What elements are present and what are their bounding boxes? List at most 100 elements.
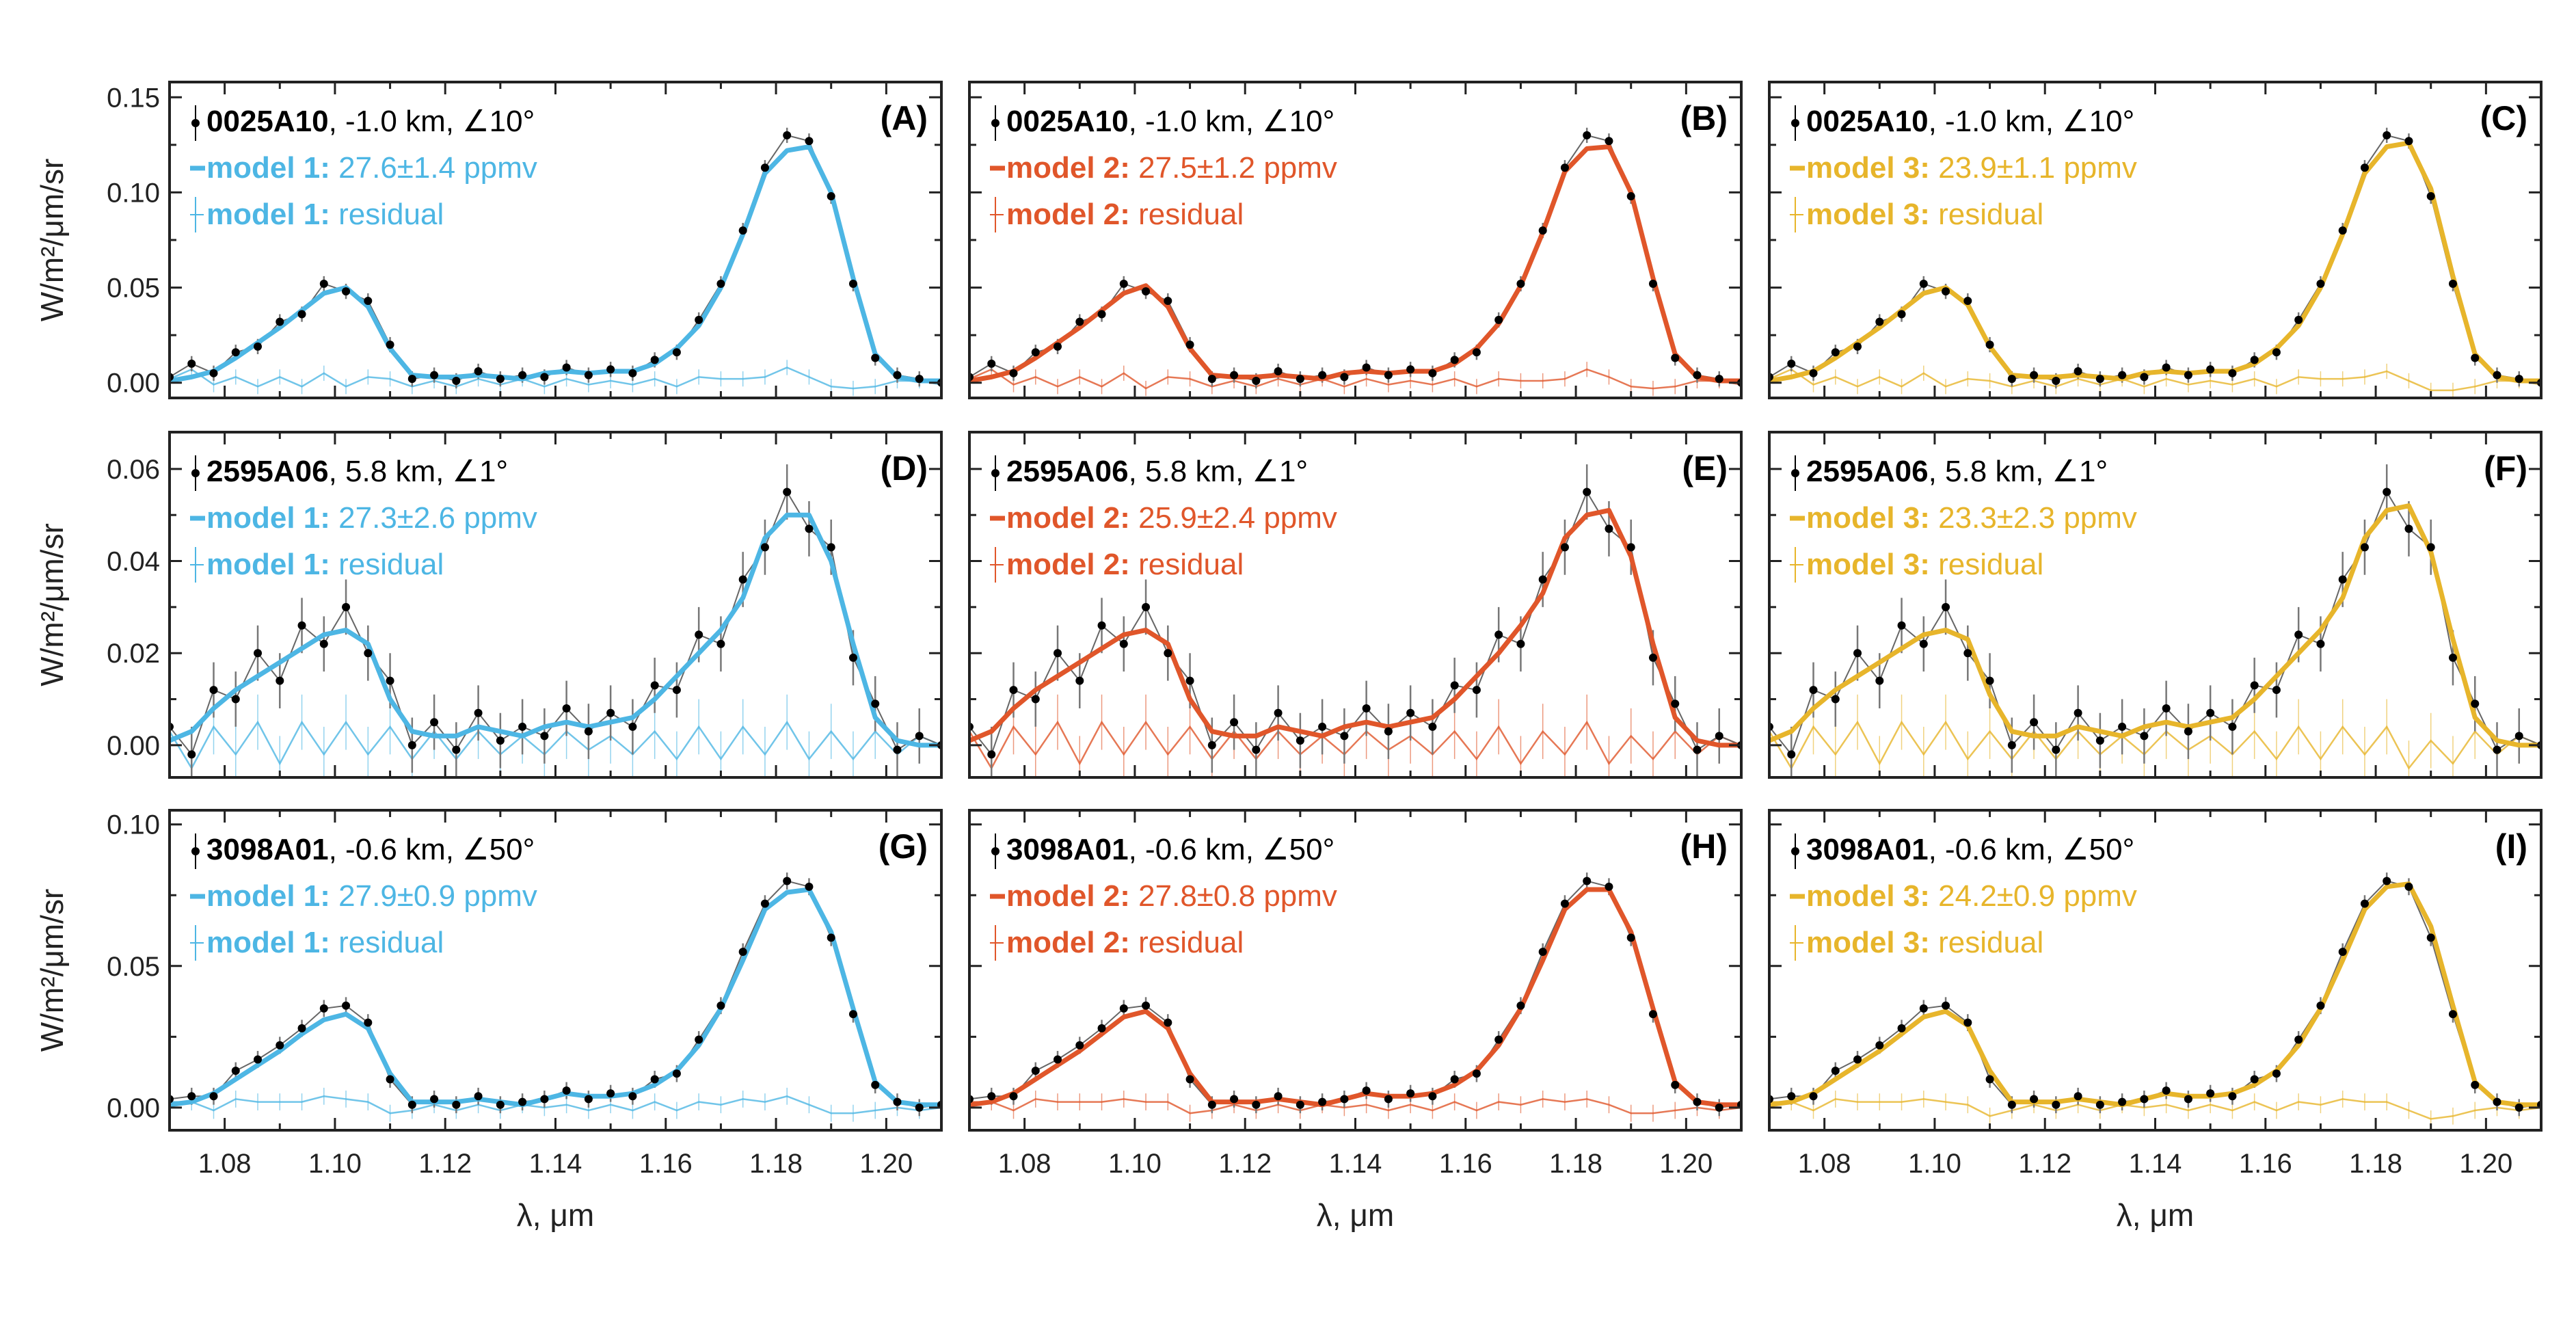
observed-point [2448,1010,2457,1019]
model-name: model 1: [206,926,330,959]
observed-point [1693,371,1702,379]
panel-g: 1.08 1.10 1.12 1.14 1.16 1.18 1.20 λ, μm 0.00 0.0… [34,809,943,1233]
observed-point [2206,1089,2215,1098]
observed-point [540,373,549,382]
observed-point [2118,371,2127,379]
model-value: 27.3±2.6 ppmv [330,501,537,535]
model-name: model 3: [1806,879,1930,913]
legend: 3098A01, -0.6 km, ∠50° model 1: 27.9±0.9 … [190,833,537,961]
observation-info: , 5.8 km, ∠1° [329,455,508,488]
observed-point [2383,877,2391,885]
observed-point [2471,699,2480,708]
observed-point [893,1097,902,1106]
x-axis-label: λ, μm [2117,1197,2194,1233]
observed-point [562,363,571,372]
observation-info: , -1.0 km, ∠10° [329,105,535,138]
observed-point [2118,1097,2127,1106]
observed-point [2272,1069,2281,1078]
residual-label: residual [1930,198,2043,231]
observed-point [915,1103,924,1112]
observation-id: 0025A10 [206,105,329,138]
observed-point [342,602,351,611]
residual-label: residual [330,926,444,959]
panel-a: 0.00 0.05 0.10 0.15 W/m²/μm/sr (A) 0025A10, -1… [34,81,943,399]
observed-point [386,676,394,685]
observed-point [672,1069,681,1078]
y-tick-label: 0.00 [107,1093,160,1123]
observed-point [1963,1018,1972,1027]
observed-point [2316,1001,2325,1010]
observed-point [1252,1100,1261,1109]
observation-info: , -0.6 km, ∠50° [329,833,535,866]
observed-point [540,1095,549,1104]
observed-point [650,356,659,364]
observed-point [1875,1041,1884,1050]
observed-point [1185,676,1194,685]
observed-point [2095,375,2104,384]
panel-h: 1.08 1.10 1.12 1.14 1.16 1.18 1.20 λ, μm (H) 3098… [968,809,1743,1233]
observed-point [364,297,373,306]
plot-area [969,872,1741,1122]
observed-point [1142,602,1151,611]
model-name: model 3: [1806,548,1930,581]
observed-point [276,1041,284,1050]
observed-point [1097,1024,1106,1032]
observed-legend-dot [191,469,200,477]
observed-point [1318,371,1327,379]
observed-point [827,543,835,552]
observed-point [1142,287,1151,296]
observed-point [584,727,593,736]
observed-point [672,348,681,357]
observed-point [407,740,416,749]
panel-label: (C) [2480,99,2527,137]
observed-point [2162,363,2171,372]
residual-line [969,1098,1741,1115]
observed-point [1340,732,1349,740]
model-line [1769,503,2541,748]
observed-point [1671,1080,1680,1089]
legend-observation: 0025A10, -1.0 km, ∠10° [1806,105,2134,138]
observed-point [342,1001,351,1010]
observed-point [1516,639,1525,648]
legend-observation: 3098A01, -0.6 km, ∠50° [1006,833,1334,866]
observed-point [474,708,483,717]
observed-point [1142,1001,1151,1010]
y-axis-label: W/m²/μm/sr [34,523,70,686]
residual-line [170,720,941,771]
observed-point [2162,1086,2171,1095]
observed-point [1985,676,1994,685]
observed-point [1831,1067,1840,1076]
observed-point [1919,1004,1928,1013]
observed-point [871,353,880,362]
x-tick-label: 1.18 [2349,1149,2402,1179]
x-axis-label: λ, μm [517,1197,594,1233]
observed-legend-dot [991,847,999,855]
model-value: 27.5±1.2 ppmv [1130,151,1337,185]
observed-point [2383,488,2391,496]
observed-point [1009,1092,1018,1101]
observed-point [2360,543,2369,552]
observed-point [2052,745,2061,754]
observed-point [1919,639,1928,648]
residual-label: residual [1930,548,2043,581]
observed-point [2338,226,2347,235]
observed-point [1207,375,1216,384]
residual-label: residual [1130,926,1244,959]
observed-point [1831,348,1840,357]
observed-point [650,1075,659,1084]
observed-point [1274,1092,1283,1101]
observed-point [2338,948,2347,957]
y-tick-label: 0.04 [107,547,160,577]
observed-point [1362,704,1371,712]
observed-point [695,1035,703,1044]
observed-point [342,287,351,296]
plot-area [1769,127,2541,398]
legend-model: model 1: 27.9±0.9 ppmv [206,879,537,913]
observation-info: , -1.0 km, ∠10° [1929,105,2135,138]
observed-point [2493,1097,2501,1106]
model-name: model 1: [206,879,330,913]
observed-point [1075,317,1084,326]
residual-line [969,720,1741,771]
observed-point [1097,310,1106,319]
observed-point [2514,1103,2523,1112]
